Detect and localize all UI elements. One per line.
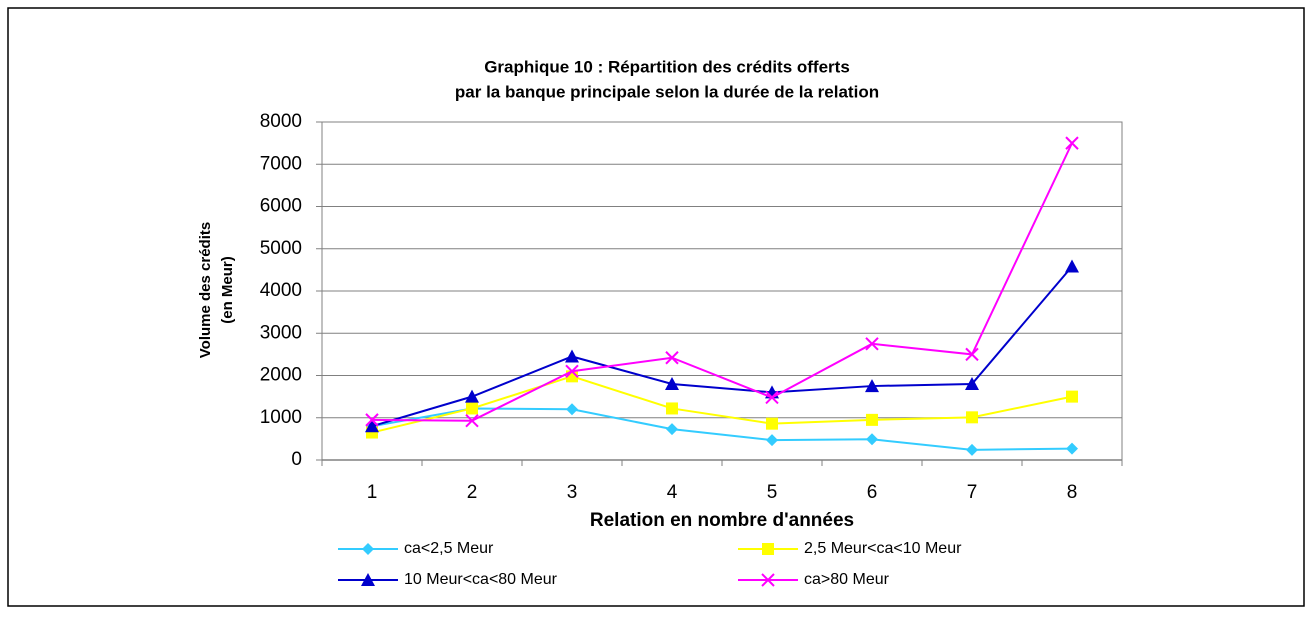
- x-tick-label: 1: [367, 482, 378, 503]
- marker: [466, 402, 478, 415]
- marker: [866, 433, 878, 446]
- x-tick-label: 6: [867, 482, 878, 503]
- x-tick-label: 3: [567, 482, 578, 503]
- marker: [365, 413, 379, 427]
- chart-title: par la banque principale selon la durée …: [455, 82, 879, 101]
- line: [371, 407, 1073, 451]
- x-tick-label: 7: [967, 482, 978, 503]
- y-tick-label: 4000: [260, 280, 302, 301]
- line: [371, 375, 1073, 434]
- marker: [666, 402, 678, 415]
- marker: [665, 376, 679, 390]
- x-tick-label: 4: [667, 482, 678, 503]
- marker: [1066, 390, 1078, 403]
- x-tick-label: 8: [1067, 482, 1078, 503]
- legend-label: 2,5 Meur<ca<10 Meur: [804, 540, 962, 557]
- marker: [665, 351, 679, 365]
- marker: [766, 417, 778, 430]
- legend-label: ca>80 Meur: [804, 571, 890, 588]
- marker: [666, 423, 678, 436]
- marker: [1066, 442, 1078, 455]
- y-tick-label: 5000: [260, 238, 302, 259]
- x-tick-label: 2: [467, 482, 478, 503]
- marker: [565, 364, 579, 378]
- marker: [865, 379, 879, 393]
- y-axis-label: (en Meur): [219, 256, 236, 324]
- legend-marker: [761, 573, 775, 587]
- marker: [465, 413, 479, 428]
- x-axis-label: Relation en nombre d'années: [590, 510, 854, 531]
- x-tick-label: 5: [767, 482, 778, 503]
- y-tick-label: 6000: [260, 196, 302, 217]
- legend-marker: [361, 573, 375, 586]
- marker: [566, 403, 578, 416]
- marker: [965, 347, 979, 362]
- y-tick-label: 0: [291, 449, 302, 470]
- line: [371, 142, 1073, 422]
- y-tick-label: 3000: [260, 322, 302, 343]
- marker: [865, 337, 879, 351]
- chart-title: Graphique 10 : Répartition des crédits o…: [484, 57, 850, 76]
- marker: [965, 376, 979, 390]
- marker: [966, 411, 978, 424]
- y-tick-label: 2000: [260, 365, 302, 386]
- marker: [1065, 259, 1079, 273]
- legend-marker: [762, 543, 774, 555]
- y-tick-label: 1000: [260, 407, 302, 428]
- marker: [766, 434, 778, 447]
- y-axis-label: Volume des crédits: [197, 222, 214, 358]
- legend-label: ca<2,5 Meur: [404, 540, 494, 557]
- legend-marker: [362, 543, 374, 555]
- marker: [365, 419, 379, 433]
- y-tick-label: 7000: [260, 153, 302, 174]
- legend-label: 10 Meur<ca<80 Meur: [404, 571, 558, 588]
- marker: [1065, 136, 1079, 150]
- y-tick-label: 8000: [260, 111, 302, 132]
- marker: [465, 389, 479, 403]
- marker: [565, 349, 579, 363]
- marker: [966, 443, 978, 456]
- line: [371, 265, 1073, 428]
- marker: [866, 413, 878, 426]
- marker: [765, 390, 779, 405]
